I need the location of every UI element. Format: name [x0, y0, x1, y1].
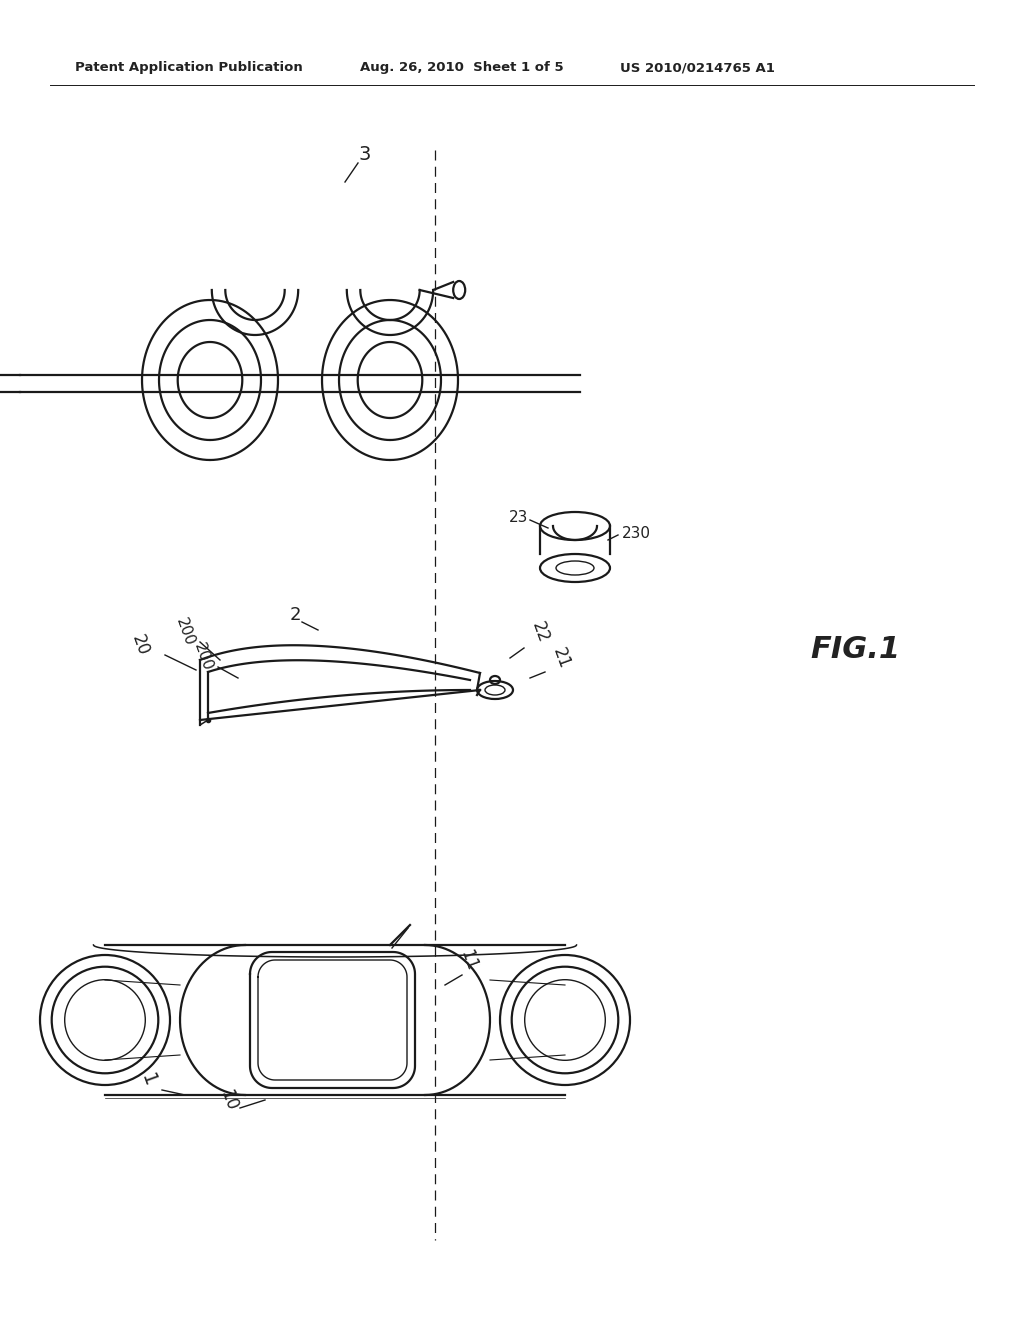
- Text: 200: 200: [173, 616, 197, 648]
- Text: 10: 10: [216, 1086, 240, 1113]
- Text: Patent Application Publication: Patent Application Publication: [75, 62, 303, 74]
- Text: 200: 200: [191, 642, 215, 673]
- Text: Aug. 26, 2010  Sheet 1 of 5: Aug. 26, 2010 Sheet 1 of 5: [360, 62, 563, 74]
- Text: US 2010/0214765 A1: US 2010/0214765 A1: [620, 62, 775, 74]
- Text: 230: 230: [622, 525, 651, 540]
- Text: 11: 11: [456, 946, 480, 973]
- Text: 2: 2: [289, 606, 301, 624]
- Text: 22: 22: [528, 619, 552, 645]
- Text: FIG.1: FIG.1: [810, 635, 900, 664]
- Text: 3: 3: [358, 145, 371, 165]
- Text: 20: 20: [128, 632, 152, 657]
- Text: 23: 23: [509, 511, 528, 525]
- Text: 1: 1: [137, 1071, 159, 1089]
- Text: 21: 21: [549, 645, 573, 671]
